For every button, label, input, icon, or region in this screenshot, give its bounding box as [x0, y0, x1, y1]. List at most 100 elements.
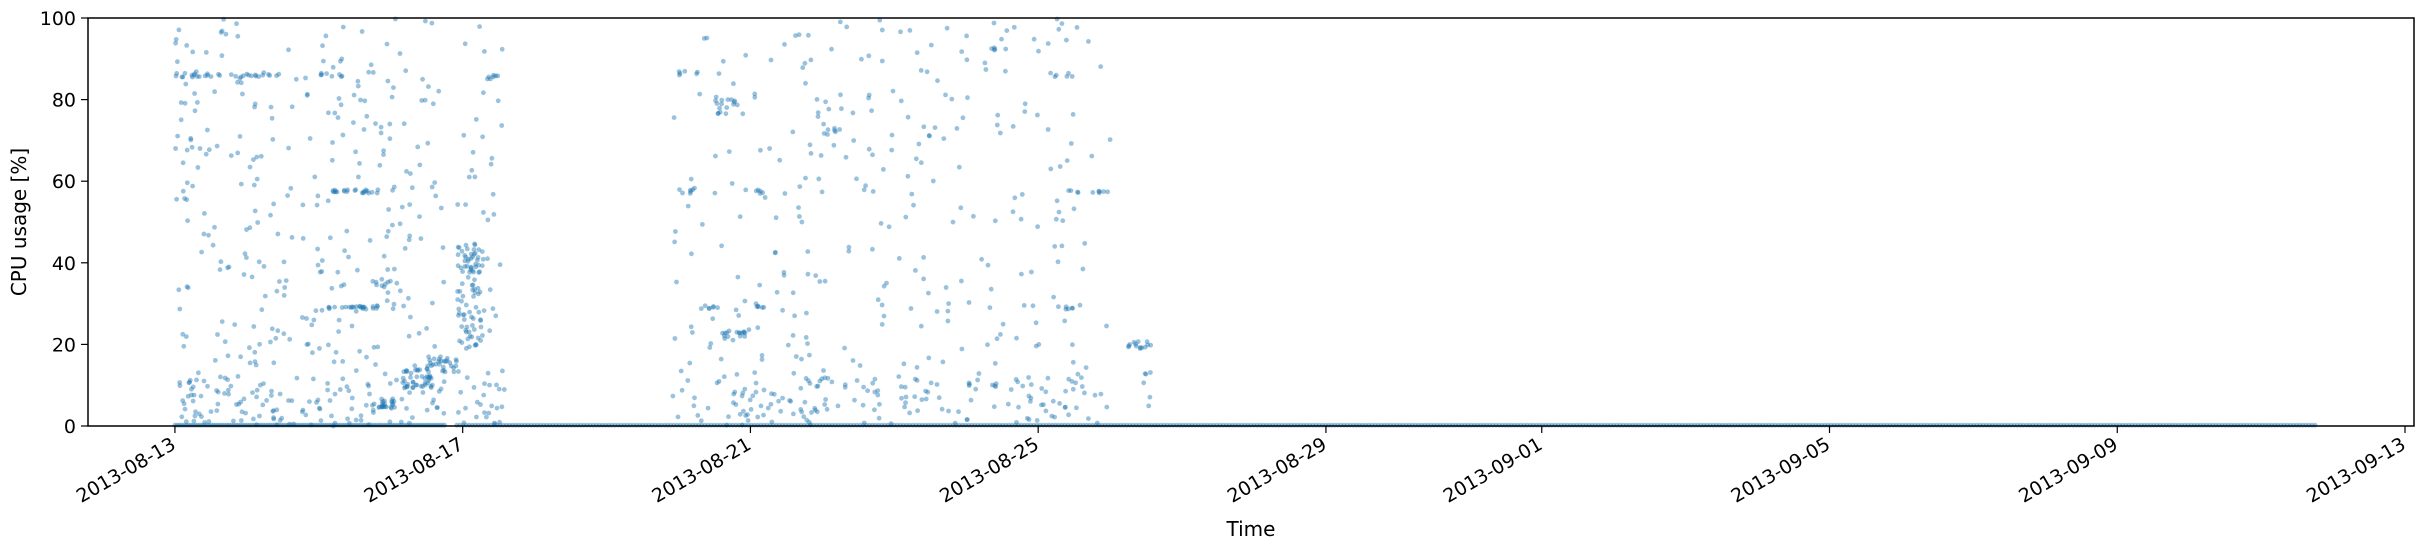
data-point — [715, 111, 721, 116]
data-point — [277, 279, 282, 284]
data-point — [778, 408, 784, 414]
data-point — [475, 335, 481, 341]
data-point — [252, 104, 257, 110]
data-point — [317, 269, 323, 275]
data-point — [457, 289, 463, 294]
data-point — [720, 58, 726, 64]
data-point — [428, 383, 434, 389]
data-point — [839, 106, 844, 112]
data-point — [1041, 402, 1046, 408]
data-point — [451, 365, 456, 371]
data-point — [330, 64, 336, 70]
data-point — [391, 398, 397, 404]
data-point — [234, 21, 239, 27]
data-point — [237, 134, 243, 139]
data-point — [304, 316, 309, 321]
data-point — [994, 122, 1000, 128]
data-point — [486, 74, 492, 80]
data-point — [222, 391, 227, 396]
data-point — [724, 105, 730, 110]
data-point — [965, 95, 970, 101]
data-point — [420, 384, 426, 389]
data-point — [373, 362, 378, 367]
data-point — [913, 268, 918, 273]
data-point — [289, 398, 295, 404]
data-point — [397, 288, 403, 294]
data-point — [465, 274, 471, 280]
data-point — [846, 244, 852, 250]
data-point — [918, 323, 924, 329]
data-point — [477, 269, 482, 275]
data-point — [248, 73, 254, 79]
data-point — [714, 101, 720, 106]
data-point — [713, 94, 719, 100]
data-point — [1069, 74, 1075, 79]
data-point — [470, 268, 475, 274]
data-point — [886, 224, 892, 230]
data-point — [1146, 403, 1152, 409]
data-point — [469, 167, 475, 173]
data-point — [487, 287, 493, 293]
data-point — [424, 374, 430, 379]
data-point — [269, 388, 274, 394]
data-point — [463, 329, 469, 335]
data-point — [1052, 244, 1058, 249]
data-point — [1070, 112, 1076, 117]
data-point — [440, 364, 446, 370]
data-point — [930, 178, 936, 184]
data-point — [993, 381, 999, 386]
data-point — [712, 190, 718, 196]
data-point — [330, 140, 335, 145]
data-point — [196, 370, 201, 376]
data-point — [190, 49, 196, 55]
data-point — [253, 72, 258, 78]
data-point — [286, 398, 291, 403]
data-point — [1062, 405, 1068, 410]
data-point — [264, 398, 269, 403]
data-point — [463, 327, 469, 333]
data-point — [349, 304, 355, 310]
data-point — [803, 335, 809, 340]
data-point — [866, 53, 872, 59]
data-point — [761, 304, 767, 310]
data-point — [387, 136, 393, 142]
data-point — [752, 370, 758, 375]
data-point — [189, 386, 194, 392]
data-point — [180, 188, 186, 194]
data-point — [821, 121, 826, 127]
data-point — [720, 330, 725, 336]
data-point — [1145, 342, 1151, 348]
data-point — [695, 413, 701, 418]
data-point — [191, 392, 197, 398]
data-point — [790, 290, 796, 296]
data-point — [367, 391, 372, 397]
data-point — [315, 193, 321, 199]
data-point — [254, 154, 260, 160]
data-point — [427, 374, 433, 380]
x-tick-label: 2013-08-29 — [1224, 433, 1331, 507]
data-point — [495, 73, 501, 79]
data-point — [792, 313, 797, 319]
data-point — [353, 308, 359, 314]
data-point — [677, 71, 683, 76]
data-point — [228, 72, 234, 77]
data-point — [729, 181, 735, 186]
data-point — [745, 412, 750, 417]
data-point — [472, 174, 478, 180]
data-point — [463, 254, 469, 260]
data-point — [363, 187, 369, 193]
data-point — [896, 374, 902, 379]
data-point — [380, 404, 385, 409]
data-point — [802, 399, 808, 405]
data-point — [805, 249, 811, 255]
data-point — [174, 71, 180, 76]
data-point — [1131, 339, 1137, 345]
data-point — [353, 187, 359, 193]
data-point — [971, 213, 976, 219]
data-point — [471, 251, 477, 257]
data-point — [424, 366, 430, 372]
data-point — [484, 414, 489, 420]
data-point — [366, 69, 372, 75]
data-point — [461, 312, 467, 317]
data-point — [889, 132, 895, 138]
